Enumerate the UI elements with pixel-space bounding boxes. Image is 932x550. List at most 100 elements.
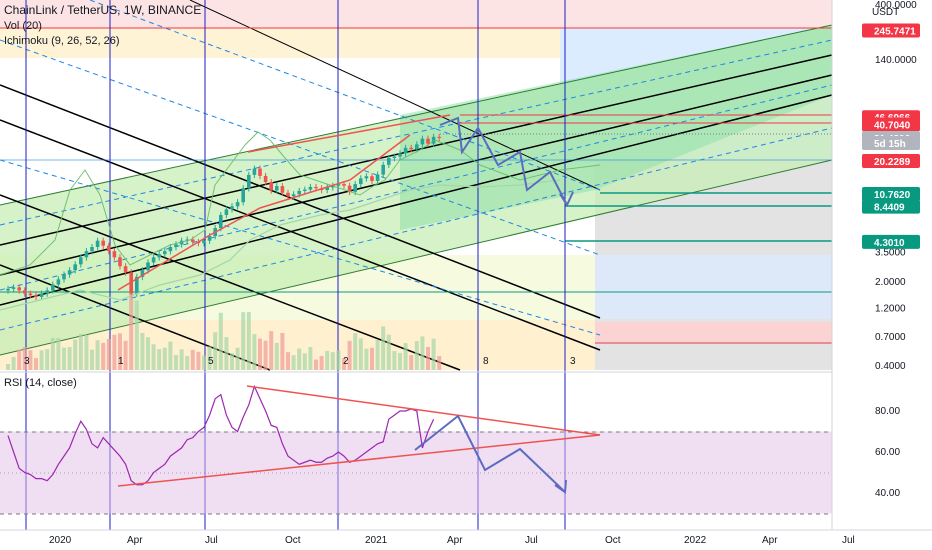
candle-body bbox=[325, 187, 329, 191]
volume-bar bbox=[11, 356, 16, 370]
candle-body bbox=[168, 246, 173, 252]
rsi-indicator-label[interactable]: RSI (14, close) bbox=[4, 377, 77, 389]
candle-body bbox=[79, 257, 83, 265]
candle-body bbox=[392, 156, 397, 159]
volume-bar bbox=[162, 347, 167, 370]
candle-body bbox=[51, 284, 55, 291]
candle-body bbox=[370, 176, 374, 181]
volume-bar bbox=[414, 341, 419, 370]
forecast-path bbox=[439, 116, 574, 208]
volume-indicator-label[interactable]: Vol (20) bbox=[4, 20, 42, 32]
volume-bar bbox=[157, 349, 162, 370]
volume-bar bbox=[398, 352, 402, 370]
candle-body bbox=[375, 174, 380, 181]
price-axis[interactable]: 400.0000140.000040.000010.00003.50002.00… bbox=[831, 0, 932, 530]
price-tag: 10.7620 bbox=[862, 186, 920, 201]
time-axis[interactable]: 2020 Apr Jul Oct 2021 Apr Jul Oct 2022 Apr Jul bbox=[0, 529, 932, 550]
candle-body bbox=[263, 175, 268, 183]
time-tick: Apr bbox=[447, 535, 463, 546]
candle-body bbox=[297, 190, 301, 195]
price-tag: 4.3010 bbox=[862, 234, 920, 249]
volume-bar bbox=[426, 346, 430, 370]
cycle-label: 3 bbox=[570, 356, 576, 367]
candle-body bbox=[247, 174, 251, 189]
rsi-tick: 40.00 bbox=[875, 488, 900, 499]
cycle-label: 8 bbox=[483, 356, 489, 367]
price-tag-text: 40.7040 bbox=[874, 120, 911, 131]
ichimoku-indicator-label[interactable]: Ichimoku (9, 26, 52, 26) bbox=[4, 35, 120, 47]
volume-bar bbox=[22, 347, 27, 370]
price-tag-text: 10.7620 bbox=[874, 190, 911, 201]
volume-bar bbox=[420, 336, 425, 370]
volume-bar bbox=[330, 352, 335, 370]
volume-bar bbox=[224, 337, 229, 370]
candle-body bbox=[140, 270, 145, 277]
candle-body bbox=[118, 257, 122, 267]
volume-bar bbox=[286, 352, 290, 370]
time-tick: Jul bbox=[205, 535, 218, 546]
candle-body bbox=[224, 209, 229, 215]
volume-bar bbox=[342, 358, 346, 370]
candle-body bbox=[39, 293, 44, 297]
rsi-tick: 60.00 bbox=[875, 447, 900, 458]
candle-body bbox=[291, 194, 296, 197]
volume-bar bbox=[392, 351, 397, 370]
volume-bar bbox=[106, 339, 111, 370]
volume-bar bbox=[151, 344, 156, 370]
trend-lines bbox=[117, 114, 451, 291]
cycle-labels: 3 1 5 2 8 3 bbox=[24, 356, 576, 367]
volume-bar bbox=[353, 333, 358, 370]
volume-bar bbox=[50, 337, 55, 370]
candle-body bbox=[62, 274, 66, 280]
cycle-label: 2 bbox=[343, 356, 349, 367]
price-tick: 3.5000 bbox=[875, 248, 906, 259]
time-tick: Oct bbox=[605, 535, 621, 546]
volume-bar bbox=[358, 338, 363, 370]
candle-body bbox=[107, 245, 111, 252]
price-tag-text: 245.7471 bbox=[874, 26, 916, 37]
price-tick: 1.2000 bbox=[875, 304, 906, 315]
price-tag: 5d 15h bbox=[862, 136, 920, 151]
volume-bar bbox=[403, 343, 408, 370]
candle-body bbox=[303, 189, 307, 191]
volume-bar bbox=[241, 312, 246, 370]
volume-bar bbox=[101, 342, 106, 370]
volume-bar bbox=[140, 332, 145, 370]
candle-body bbox=[11, 287, 16, 289]
price-tag: 20.2289 bbox=[862, 153, 920, 168]
candle-body bbox=[157, 254, 161, 258]
candle-body bbox=[364, 176, 369, 179]
volume-bar bbox=[218, 312, 223, 370]
candlesticks bbox=[6, 133, 441, 301]
time-tick: Jul bbox=[525, 535, 538, 546]
candle-body bbox=[90, 246, 94, 252]
volume-bar bbox=[84, 334, 89, 370]
volume-bar bbox=[291, 355, 296, 370]
volume-bar bbox=[280, 332, 285, 370]
volume-bar bbox=[6, 364, 10, 370]
price-tag-bg bbox=[862, 234, 920, 249]
volume-bar bbox=[190, 349, 195, 370]
candle-body bbox=[398, 153, 402, 157]
volume-bar bbox=[302, 353, 307, 370]
candle-body bbox=[6, 288, 10, 291]
candle-body bbox=[219, 214, 223, 229]
price-tick: 0.7000 bbox=[875, 332, 906, 343]
candle-body bbox=[314, 186, 318, 189]
rsi-line bbox=[7, 384, 435, 486]
candle-body bbox=[123, 266, 128, 273]
candle-body bbox=[28, 293, 33, 296]
volume-bar bbox=[118, 333, 122, 370]
cycle-label: 5 bbox=[208, 356, 214, 367]
candle-body bbox=[336, 184, 341, 186]
volume-bar bbox=[73, 339, 78, 370]
currency-unit-label: USDT bbox=[872, 7, 899, 18]
price-tag: 40.7040 bbox=[862, 117, 920, 132]
candle-body bbox=[381, 164, 385, 175]
candle-body bbox=[73, 264, 77, 271]
candle-body bbox=[112, 251, 117, 258]
candle-body bbox=[241, 188, 245, 203]
volume-bar bbox=[235, 347, 240, 370]
candle-body bbox=[56, 279, 61, 285]
